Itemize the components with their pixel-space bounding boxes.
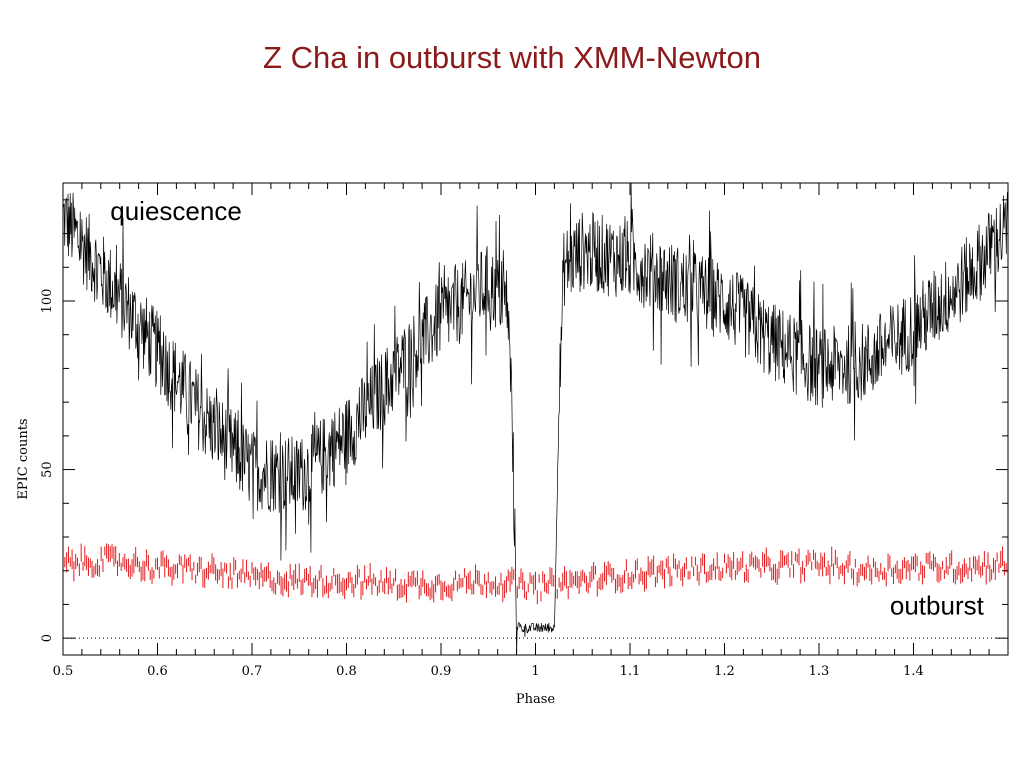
y-axis-label: EPIC counts [16, 418, 31, 499]
annotation-quiescence: quiescence [110, 196, 242, 226]
series-quiescence [62, 182, 1009, 656]
y-tick-label: 100 [40, 289, 55, 314]
x-tick-label: 0.7 [242, 664, 263, 679]
x-tick-label: 1.2 [714, 664, 735, 679]
x-axis: 0.5 0.6 0.7 0.8 0.9 1 1.1 1.2 1.3 1.4 [53, 183, 1009, 679]
x-tick-label: 1 [531, 664, 539, 679]
x-tick-label: 1.1 [620, 664, 641, 679]
x-tick-label: 1.3 [809, 664, 830, 679]
x-tick-label: 0.6 [147, 664, 168, 679]
quiescence-light-curve [62, 182, 1009, 656]
y-axis: 0 50 100 [40, 199, 1008, 642]
series-outburst [62, 543, 1009, 605]
y-tick-label: 0 [40, 634, 55, 642]
x-tick-label: 1.4 [903, 664, 924, 679]
x-tick-label: 0.9 [431, 664, 452, 679]
y-tick-label: 50 [40, 461, 55, 478]
annotation-outburst: outburst [890, 591, 985, 621]
x-axis-label: Phase [516, 692, 556, 707]
slide-title: Z Cha in outburst with XMM-Newton [263, 40, 761, 75]
x-tick-label: 0.5 [53, 664, 74, 679]
x-tick-label: 0.8 [336, 664, 357, 679]
plot-area [62, 182, 1009, 656]
